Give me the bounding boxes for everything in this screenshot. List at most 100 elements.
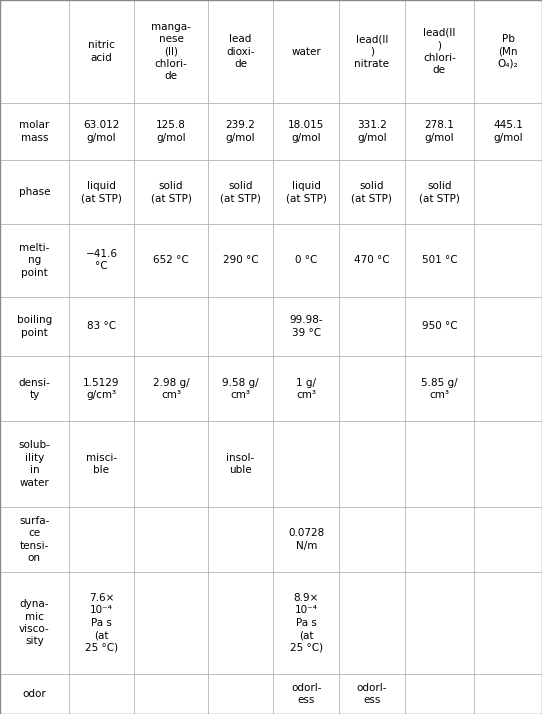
Text: 5.85 g/
cm³: 5.85 g/ cm³	[421, 378, 457, 400]
Bar	[208, 421, 273, 507]
Bar	[69, 507, 134, 572]
Bar	[339, 421, 405, 507]
Text: odorl-
ess: odorl- ess	[291, 683, 321, 705]
Bar	[273, 223, 339, 297]
Text: solid
(at STP): solid (at STP)	[151, 181, 191, 203]
Text: 9.58 g/
cm³: 9.58 g/ cm³	[222, 378, 259, 400]
Bar	[273, 572, 339, 673]
Text: lead
dioxi-
de: lead dioxi- de	[227, 34, 255, 69]
Bar	[0, 421, 69, 507]
Bar	[405, 572, 474, 673]
Text: dyna-
mic
visco-
sity: dyna- mic visco- sity	[19, 599, 50, 646]
Bar	[0, 673, 69, 714]
Bar	[405, 356, 474, 421]
Bar	[69, 421, 134, 507]
Bar	[273, 507, 339, 572]
Bar	[339, 673, 405, 714]
Bar	[208, 356, 273, 421]
Bar	[0, 507, 69, 572]
Bar	[339, 103, 405, 160]
Bar	[405, 223, 474, 297]
Bar	[405, 297, 474, 356]
Bar	[0, 0, 69, 103]
Text: lead(II
)
chlori-
de: lead(II ) chlori- de	[423, 28, 456, 75]
Bar	[339, 572, 405, 673]
Bar	[339, 160, 405, 223]
Bar	[474, 297, 542, 356]
Text: 239.2
g/mol: 239.2 g/mol	[225, 121, 255, 143]
Bar	[134, 673, 208, 714]
Bar	[69, 160, 134, 223]
Bar	[405, 160, 474, 223]
Bar	[339, 223, 405, 297]
Bar	[208, 297, 273, 356]
Text: 290 °C: 290 °C	[223, 255, 259, 265]
Text: solid
(at STP): solid (at STP)	[419, 181, 460, 203]
Bar	[474, 673, 542, 714]
Text: Pb
(Mn
O₄)₂: Pb (Mn O₄)₂	[498, 34, 518, 69]
Bar	[134, 356, 208, 421]
Bar	[273, 160, 339, 223]
Text: manga-
nese
(II)
chlori-
de: manga- nese (II) chlori- de	[151, 21, 191, 81]
Text: melti-
ng
point: melti- ng point	[19, 243, 49, 278]
Text: odorl-
ess: odorl- ess	[357, 683, 387, 705]
Text: 8.9×
10⁻⁴
Pa s
(at
25 °C): 8.9× 10⁻⁴ Pa s (at 25 °C)	[289, 593, 323, 653]
Bar	[474, 223, 542, 297]
Bar	[474, 160, 542, 223]
Bar	[134, 160, 208, 223]
Text: lead(II
)
nitrate: lead(II ) nitrate	[354, 34, 389, 69]
Bar	[208, 507, 273, 572]
Bar	[208, 673, 273, 714]
Bar	[405, 421, 474, 507]
Bar	[134, 223, 208, 297]
Text: 1 g/
cm³: 1 g/ cm³	[296, 378, 316, 400]
Text: 950 °C: 950 °C	[422, 321, 457, 331]
Text: water: water	[292, 46, 321, 56]
Text: 83 °C: 83 °C	[87, 321, 116, 331]
Text: 125.8
g/mol: 125.8 g/mol	[156, 121, 186, 143]
Bar	[273, 103, 339, 160]
Text: 0.0728
N/m: 0.0728 N/m	[288, 528, 324, 550]
Text: 501 °C: 501 °C	[422, 255, 457, 265]
Text: 445.1
g/mol: 445.1 g/mol	[493, 121, 523, 143]
Text: surfa-
ce
tensi-
on: surfa- ce tensi- on	[19, 516, 49, 563]
Bar	[0, 297, 69, 356]
Bar	[134, 421, 208, 507]
Text: boiling
point: boiling point	[17, 316, 52, 338]
Bar	[134, 103, 208, 160]
Bar	[405, 507, 474, 572]
Bar	[273, 421, 339, 507]
Bar	[0, 572, 69, 673]
Bar	[0, 356, 69, 421]
Bar	[134, 297, 208, 356]
Bar	[474, 572, 542, 673]
Bar	[339, 507, 405, 572]
Text: molar
mass: molar mass	[19, 121, 49, 143]
Text: 652 °C: 652 °C	[153, 255, 189, 265]
Bar	[273, 356, 339, 421]
Text: insol-
uble: insol- uble	[227, 453, 255, 476]
Text: 2.98 g/
cm³: 2.98 g/ cm³	[153, 378, 189, 400]
Bar	[273, 673, 339, 714]
Text: 331.2
g/mol: 331.2 g/mol	[357, 121, 387, 143]
Text: liquid
(at STP): liquid (at STP)	[81, 181, 122, 203]
Text: solid
(at STP): solid (at STP)	[220, 181, 261, 203]
Text: 470 °C: 470 °C	[354, 255, 390, 265]
Text: densi-
ty: densi- ty	[18, 378, 50, 400]
Text: 278.1
g/mol: 278.1 g/mol	[424, 121, 454, 143]
Bar	[0, 103, 69, 160]
Bar	[474, 356, 542, 421]
Bar	[69, 297, 134, 356]
Text: 7.6×
10⁻⁴
Pa s
(at
25 °C): 7.6× 10⁻⁴ Pa s (at 25 °C)	[85, 593, 118, 653]
Bar	[69, 0, 134, 103]
Text: 63.012
g/mol: 63.012 g/mol	[83, 121, 120, 143]
Bar	[69, 356, 134, 421]
Text: misci-
ble: misci- ble	[86, 453, 117, 476]
Bar	[339, 0, 405, 103]
Bar	[405, 0, 474, 103]
Bar	[0, 160, 69, 223]
Bar	[474, 0, 542, 103]
Bar	[273, 0, 339, 103]
Bar	[134, 572, 208, 673]
Bar	[134, 0, 208, 103]
